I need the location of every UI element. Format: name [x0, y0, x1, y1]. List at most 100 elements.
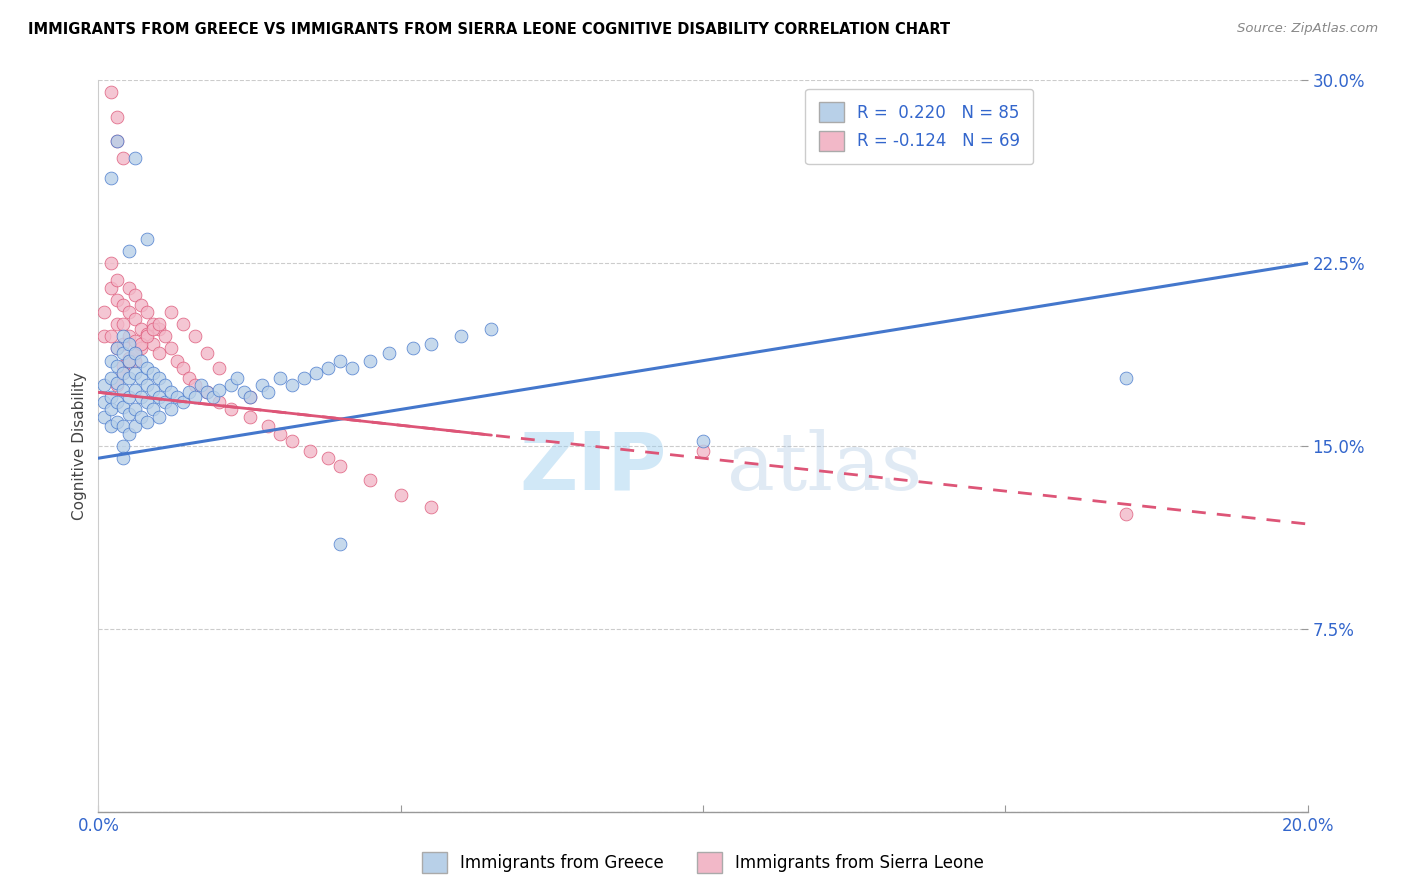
- Point: [208, 383, 231, 397]
- Point: [232, 385, 254, 400]
- Point: [111, 317, 134, 331]
- Point: [100, 353, 122, 368]
- Point: [124, 312, 146, 326]
- Text: atlas: atlas: [727, 429, 922, 507]
- Point: [135, 415, 157, 429]
- Point: [93, 378, 115, 392]
- Point: [124, 346, 146, 360]
- Point: [135, 329, 157, 343]
- Point: [269, 370, 291, 384]
- Point: [305, 366, 328, 380]
- Point: [105, 395, 128, 409]
- Point: [160, 342, 183, 356]
- Point: [1115, 508, 1137, 522]
- Point: [202, 390, 225, 404]
- Point: [111, 400, 134, 414]
- Point: [118, 351, 141, 366]
- Point: [316, 361, 339, 376]
- Point: [179, 370, 201, 384]
- Point: [166, 390, 188, 404]
- Point: [299, 443, 322, 458]
- Point: [129, 297, 152, 311]
- Point: [142, 383, 165, 397]
- Point: [118, 280, 141, 294]
- Point: [135, 232, 157, 246]
- Point: [450, 329, 472, 343]
- Point: [118, 336, 141, 351]
- Point: [124, 353, 146, 368]
- Point: [100, 170, 122, 185]
- Point: [239, 390, 262, 404]
- Point: [111, 336, 134, 351]
- Point: [111, 383, 134, 397]
- Point: [118, 370, 141, 384]
- Point: [118, 426, 141, 441]
- Point: [129, 342, 152, 356]
- Point: [111, 366, 134, 380]
- Point: [124, 346, 146, 360]
- Point: [239, 390, 262, 404]
- Point: [360, 353, 382, 368]
- Point: [100, 280, 122, 294]
- Point: [111, 366, 134, 380]
- Point: [148, 409, 170, 424]
- Point: [93, 409, 115, 424]
- Point: [481, 322, 503, 336]
- Point: [111, 297, 134, 311]
- Point: [329, 353, 352, 368]
- Point: [135, 326, 157, 341]
- Point: [93, 305, 115, 319]
- Point: [100, 86, 122, 100]
- Point: [142, 402, 165, 417]
- Point: [100, 402, 122, 417]
- Point: [172, 317, 194, 331]
- Point: [111, 346, 134, 360]
- Point: [195, 346, 218, 360]
- Point: [111, 151, 134, 165]
- Point: [250, 378, 273, 392]
- Point: [281, 434, 304, 449]
- Point: [148, 346, 170, 360]
- Point: [129, 409, 152, 424]
- Point: [256, 385, 278, 400]
- Point: [129, 322, 152, 336]
- Point: [105, 110, 128, 124]
- Point: [118, 353, 141, 368]
- Point: [118, 305, 141, 319]
- Point: [105, 342, 128, 356]
- Point: [129, 390, 152, 404]
- Point: [135, 361, 157, 376]
- Point: [142, 366, 165, 380]
- Point: [184, 390, 207, 404]
- Point: [377, 346, 399, 360]
- Point: [160, 305, 183, 319]
- Point: [190, 378, 212, 392]
- Point: [329, 536, 352, 550]
- Point: [208, 361, 231, 376]
- Point: [148, 317, 170, 331]
- Point: [105, 293, 128, 307]
- Point: [105, 317, 128, 331]
- Point: [100, 419, 122, 434]
- Point: [105, 359, 128, 373]
- Point: [111, 359, 134, 373]
- Point: [100, 390, 122, 404]
- Point: [184, 329, 207, 343]
- Point: [172, 361, 194, 376]
- Point: [105, 376, 128, 390]
- Point: [100, 370, 122, 384]
- Point: [226, 370, 249, 384]
- Y-axis label: Cognitive Disability: Cognitive Disability: [72, 372, 87, 520]
- Point: [124, 334, 146, 348]
- Point: [118, 353, 141, 368]
- Point: [105, 342, 128, 356]
- Point: [105, 378, 128, 392]
- Point: [118, 390, 141, 404]
- Point: [153, 395, 176, 409]
- Point: [692, 434, 714, 449]
- Point: [124, 151, 146, 165]
- Point: [160, 402, 183, 417]
- Point: [135, 395, 157, 409]
- Legend: R =  0.220   N = 85, R = -0.124   N = 69: R = 0.220 N = 85, R = -0.124 N = 69: [806, 88, 1033, 164]
- Text: IMMIGRANTS FROM GREECE VS IMMIGRANTS FROM SIERRA LEONE COGNITIVE DISABILITY CORR: IMMIGRANTS FROM GREECE VS IMMIGRANTS FRO…: [28, 22, 950, 37]
